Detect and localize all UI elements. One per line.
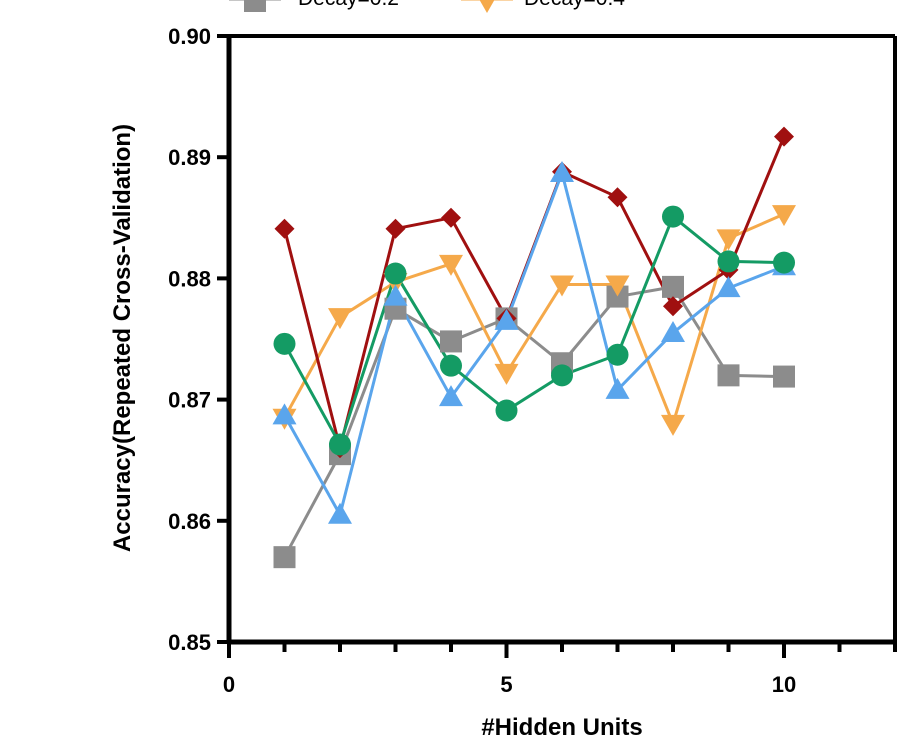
data-point-series-5 [495, 399, 518, 422]
y-tick-label: 0.87 [168, 388, 211, 413]
series-line-4 [283, 171, 785, 517]
data-point-series-5 [551, 364, 573, 387]
series-lines [283, 136, 786, 558]
x-axis-title: #Hidden Units [481, 714, 642, 741]
y-tick-label: 0.89 [168, 145, 211, 170]
data-point-series-4 [661, 320, 685, 342]
data-point-series-5 [717, 250, 740, 273]
series-line-5 [283, 215, 785, 446]
data-point-series-3 [385, 218, 406, 239]
data-point-series-1 [717, 364, 740, 387]
data-point-series-4 [716, 276, 741, 298]
legend-label: Decay=0.4 [524, 0, 625, 10]
data-point-series-4 [272, 403, 297, 425]
data-point-series-5 [662, 205, 684, 228]
data-point-series-3 [274, 218, 295, 239]
data-point-series-5 [606, 343, 629, 366]
series-markers [272, 126, 796, 569]
y-tick-label: 0.85 [168, 630, 211, 655]
data-point-series-4 [605, 377, 630, 399]
data-point-series-3 [663, 296, 683, 317]
data-point-series-3 [441, 207, 461, 228]
data-point-series-4 [328, 502, 352, 524]
data-point-series-5 [384, 262, 407, 285]
y-tick-label: 0.90 [168, 24, 211, 49]
data-point-series-1 [273, 546, 296, 569]
data-point-series-2 [550, 275, 574, 297]
legend-marker [244, 0, 266, 12]
data-point-series-4 [550, 160, 574, 182]
data-point-series-1 [606, 285, 629, 308]
y-tick-label: 0.86 [168, 509, 211, 534]
data-point-series-2 [494, 363, 519, 385]
legend-marker [479, 0, 495, 13]
x-tick-label: 0 [223, 672, 235, 697]
legend: Decay=0.2 Decay=0.4 [229, 0, 625, 13]
data-point-series-2 [328, 308, 352, 330]
data-point-series-3 [774, 126, 794, 147]
y-axis-title: Accuracy(Repeated Cross-Validation) [109, 124, 136, 552]
data-point-series-3 [607, 187, 628, 208]
data-point-series-5 [773, 251, 795, 274]
data-point-series-2 [716, 229, 741, 251]
data-point-series-5 [440, 354, 462, 377]
data-point-series-1 [662, 275, 684, 298]
data-point-series-1 [773, 365, 795, 388]
data-point-series-2 [661, 414, 685, 436]
data-point-series-5 [273, 332, 296, 355]
axis-ticks: 0.85 0.86 0.87 0.88 0.89 0.90 0 5 10 [168, 24, 897, 697]
y-tick-label: 0.88 [168, 266, 211, 291]
data-point-series-2 [772, 205, 796, 227]
data-point-series-2 [605, 275, 630, 297]
data-point-series-5 [329, 433, 351, 456]
axes [226, 34, 897, 645]
data-point-series-4 [383, 284, 408, 306]
data-point-series-4 [439, 385, 463, 407]
x-tick-label: 10 [772, 672, 796, 697]
data-point-series-1 [440, 330, 462, 353]
data-point-series-2 [439, 254, 463, 276]
legend-label: Decay=0.2 [298, 0, 399, 10]
series-line-2 [283, 212, 785, 426]
x-tick-label: 5 [500, 672, 512, 697]
data-point-series-4 [494, 308, 519, 330]
